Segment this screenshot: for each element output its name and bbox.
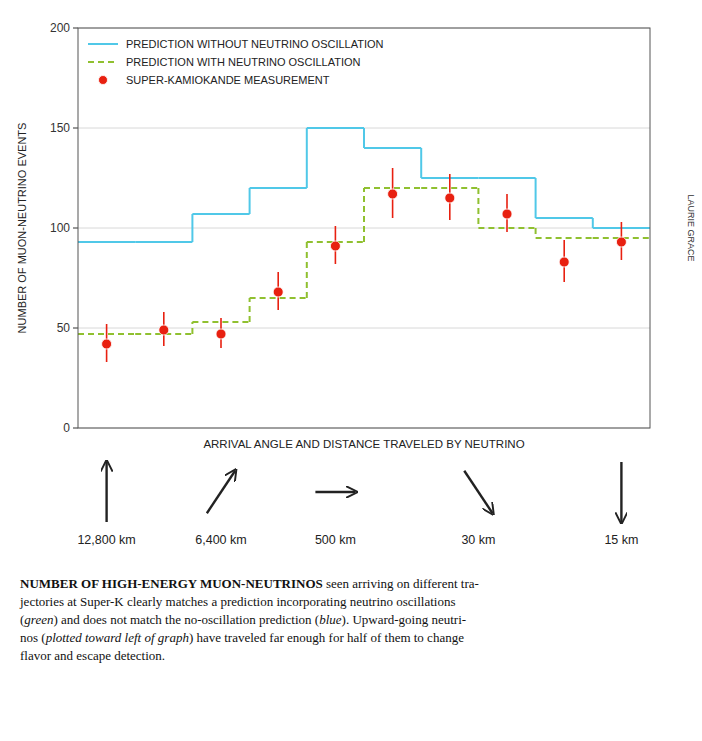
legend-label: PREDICTION WITH NEUTRINO OSCILLATION (126, 56, 361, 68)
legend-handle (88, 43, 118, 45)
caption-segment: ). Upward-going neutri- (342, 612, 467, 627)
plot-background (78, 28, 650, 428)
arrow-label: 30 km (461, 533, 495, 547)
caption-line: nos (plotted toward left of graph) have … (20, 630, 464, 645)
step-bin (364, 147, 421, 149)
legend-label: SUPER-KAMIOKANDE MEASUREMENT (126, 74, 330, 86)
step-riser (535, 228, 537, 238)
step-riser (420, 148, 422, 178)
step-bin (78, 241, 135, 243)
step-series (78, 128, 650, 242)
arrival-arrow (315, 491, 355, 493)
step-bin (135, 241, 192, 243)
caption-segment: ) have traveled far enough for half of t… (189, 630, 464, 645)
data-point (330, 241, 340, 251)
y-tick-label: 100 (50, 221, 70, 235)
data-point (159, 325, 169, 335)
arrival-arrow (105, 462, 107, 522)
caption-segment: plotted toward left of graph (45, 630, 189, 645)
data-point (102, 339, 112, 349)
step-riser (249, 298, 251, 322)
y-tick (73, 428, 78, 429)
y-tick (73, 28, 78, 29)
y-tick-label: 150 (50, 121, 70, 135)
y-axis-label: NUMBER OF MUON-NEUTRINO EVENTS (16, 123, 28, 334)
step-riser (191, 322, 193, 334)
step-bin (478, 177, 535, 179)
step-bin (536, 237, 593, 239)
data-point (388, 189, 398, 199)
data-point (502, 209, 512, 219)
arrow-label: 15 km (604, 533, 638, 547)
step-riser (306, 128, 308, 188)
legend-label: PREDICTION WITHOUT NEUTRINO OSCILLATION (126, 38, 384, 50)
y-tick-label: 200 (50, 21, 70, 35)
step-series (78, 188, 650, 334)
errorbar-series (102, 168, 627, 362)
caption-segment: ) and does not match the no-oscillation … (53, 612, 319, 627)
step-riser (306, 242, 308, 298)
step-riser (535, 178, 537, 218)
step-bin (307, 127, 364, 129)
data-point (216, 329, 226, 339)
arrival-arrow (620, 462, 622, 522)
legend-handle (99, 76, 108, 85)
y-tick (73, 328, 78, 329)
chart: 0 50 100 150 200 NUMBER OF MUON-NEUTRINO EVEN… (0, 0, 702, 741)
step-riser (477, 188, 479, 228)
arrow-label: 12,800 km (77, 533, 135, 547)
step-bin (192, 213, 249, 215)
caption-segment: jectories at Super-K clearly matches a p… (19, 594, 455, 609)
caption-segment: nos ( (20, 630, 46, 645)
plot-frame (78, 28, 650, 428)
caption-segment: green (24, 612, 53, 627)
legend: PREDICTION WITHOUT NEUTRINO OSCILLATION P… (88, 38, 384, 86)
legend-handle (88, 61, 118, 63)
data-point (559, 257, 569, 267)
step-riser (191, 214, 193, 242)
arrow-label: 6,400 km (195, 533, 246, 547)
caption-segment: flavor and escape detection. (20, 648, 165, 663)
step-bin (536, 217, 593, 219)
plot-marks (78, 128, 650, 362)
step-riser (363, 128, 365, 148)
caption-line: jectories at Super-K clearly matches a p… (19, 594, 455, 609)
data-point (445, 193, 455, 203)
step-bin (250, 187, 307, 189)
y-tick (73, 228, 78, 229)
caption-segment: seen arriving on different tra- (323, 576, 479, 591)
data-point (273, 287, 283, 297)
arrow-label: 500 km (315, 533, 356, 547)
credit: LAURIE GRACE (686, 194, 696, 261)
x-axis-label: ARRIVAL ANGLE AND DISTANCE TRAVELED BY N… (203, 438, 524, 450)
y-tick (73, 128, 78, 129)
step-riser (363, 188, 365, 242)
arrival-arrow (207, 471, 235, 513)
step-riser (592, 218, 594, 228)
step-riser (249, 188, 251, 214)
y-tick-label: 50 (57, 321, 71, 335)
caption-segment: NUMBER OF HIGH-ENERGY MUON-NEUTRINOS (20, 576, 323, 591)
data-point (616, 237, 626, 247)
caption-line: (green) and does not match the no-oscill… (20, 612, 466, 627)
caption-line: NUMBER OF HIGH-ENERGY MUON-NEUTRINOS see… (20, 576, 479, 591)
arrival-arrow (464, 471, 492, 513)
caption-segment: blue (319, 612, 342, 627)
caption-line: flavor and escape detection. (20, 648, 165, 663)
y-tick-label: 0 (63, 421, 70, 435)
